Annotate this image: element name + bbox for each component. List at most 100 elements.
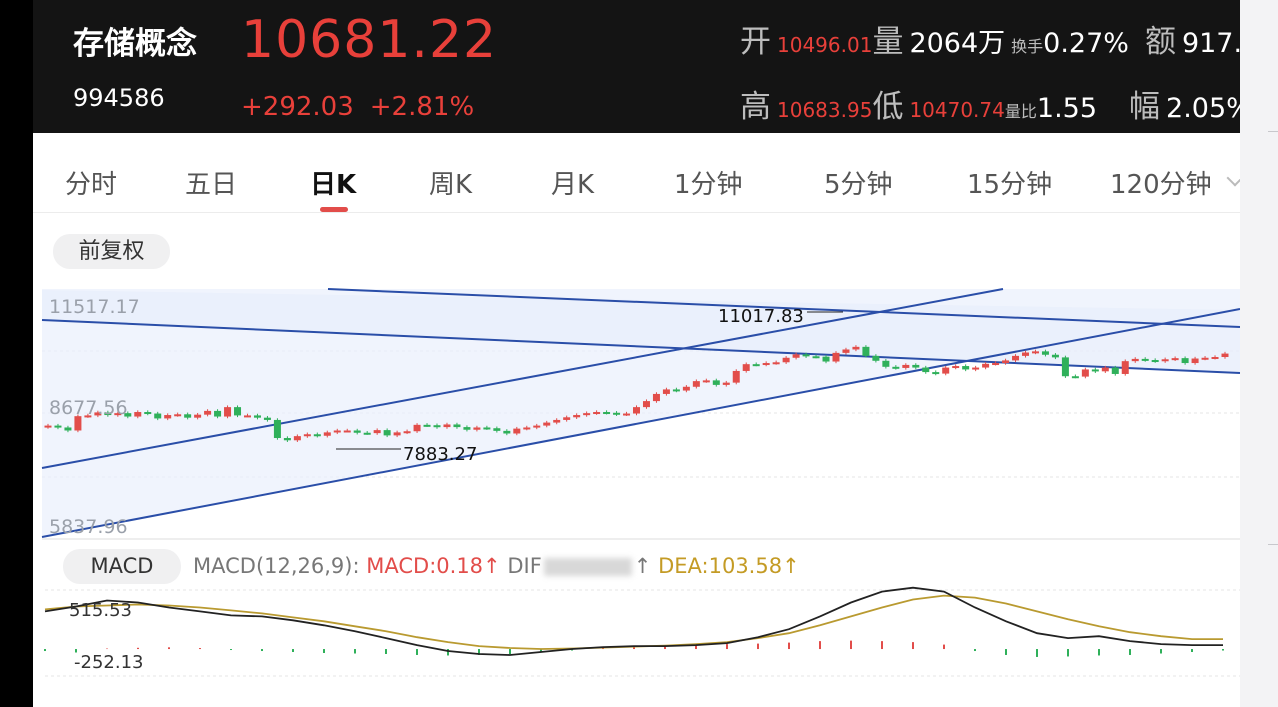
candle-body bbox=[303, 434, 311, 437]
candle-body bbox=[1191, 358, 1199, 364]
candle-body bbox=[523, 427, 531, 430]
volume-value: 2064万 bbox=[909, 28, 1006, 59]
tab-1-minute[interactable]: 1分钟 bbox=[674, 170, 743, 200]
tab-5-minute[interactable]: 5分钟 bbox=[824, 170, 893, 200]
amplitude-label: 幅 bbox=[1129, 89, 1161, 125]
candle-body bbox=[1181, 358, 1189, 364]
tab-daily-k[interactable]: 日K bbox=[310, 170, 357, 200]
candle-body bbox=[1091, 369, 1099, 372]
active-tab-indicator bbox=[320, 207, 348, 212]
quote-header: 存储概念 994586 10681.22 +292.03 +2.81% 开 1049… bbox=[33, 0, 1240, 133]
candle-body bbox=[1071, 376, 1079, 379]
candle-body bbox=[204, 410, 212, 415]
candle-body bbox=[722, 382, 730, 385]
candle-body bbox=[802, 354, 810, 357]
tab-monthly-k[interactable]: 月K bbox=[551, 170, 595, 200]
candle-body bbox=[533, 425, 541, 428]
volume-ratio-label: 量比 bbox=[1004, 102, 1037, 121]
candle-body bbox=[184, 414, 192, 418]
candle-body bbox=[922, 367, 930, 373]
candle-body bbox=[692, 381, 700, 387]
candle-body bbox=[44, 425, 52, 428]
tab-120-minute[interactable]: 120分钟 bbox=[1110, 170, 1212, 200]
candle-body bbox=[54, 425, 62, 428]
amount-label: 额 bbox=[1144, 24, 1176, 60]
indicator-select-button[interactable]: MACD bbox=[63, 549, 181, 584]
candle-body bbox=[982, 363, 990, 368]
candle-body bbox=[94, 412, 102, 416]
low-value: 10470.74 bbox=[909, 98, 1005, 122]
candle-body bbox=[633, 407, 640, 414]
candle-body bbox=[453, 424, 461, 428]
candle-body bbox=[932, 372, 940, 375]
candle-body bbox=[842, 349, 850, 353]
candle-body bbox=[962, 366, 970, 370]
candle-body bbox=[553, 419, 561, 423]
candle-body bbox=[872, 355, 880, 361]
candle-body bbox=[1151, 360, 1159, 363]
candle-body bbox=[1041, 351, 1049, 355]
candle-body bbox=[1221, 353, 1229, 358]
candle-body bbox=[134, 412, 142, 417]
candle-body bbox=[1201, 357, 1209, 360]
price-change: +292.03 +2.81% bbox=[241, 92, 490, 122]
tab-intraday[interactable]: 分时 bbox=[65, 170, 118, 200]
candle-body bbox=[493, 428, 501, 431]
amplitude-value: 2.05% bbox=[1166, 93, 1240, 124]
high-value: 10683.95 bbox=[777, 98, 873, 122]
candle-body bbox=[463, 427, 471, 430]
candle-body bbox=[194, 414, 202, 418]
candle-body bbox=[702, 380, 710, 383]
open-label: 开 bbox=[740, 24, 771, 60]
candle-body bbox=[214, 410, 222, 417]
tab-15-minute[interactable]: 15分钟 bbox=[967, 170, 1053, 200]
candle-body bbox=[413, 424, 421, 432]
kline-chart[interactable]: 11517.17 8677.56 5837.96 11017.83 7883.27 515… bbox=[33, 0, 1240, 707]
candle-body bbox=[712, 380, 720, 385]
rising-channel-lower-line bbox=[41, 308, 1240, 538]
candle-body bbox=[283, 438, 291, 441]
candle-body bbox=[473, 427, 481, 430]
candle-body bbox=[543, 422, 551, 426]
candle-body bbox=[623, 413, 631, 416]
candle-body bbox=[862, 346, 870, 356]
candle-body bbox=[1012, 355, 1020, 361]
dea-value: DEA:103.58↑ bbox=[658, 554, 800, 578]
candle-body bbox=[1171, 358, 1179, 361]
candle-body bbox=[642, 401, 650, 408]
candle-body bbox=[972, 367, 980, 370]
candle-body bbox=[503, 430, 511, 434]
candle-body bbox=[563, 417, 571, 420]
change-percent: +2.81% bbox=[369, 92, 475, 122]
candle-body bbox=[273, 419, 281, 439]
period-tabs: 分时 五日 日K 周K 月K 1分钟 5分钟 15分钟 120分钟 bbox=[33, 146, 1240, 213]
low-marker-label: 7883.27 bbox=[403, 444, 477, 465]
candle-body bbox=[124, 413, 132, 417]
candle-body bbox=[373, 430, 381, 434]
candle-body bbox=[513, 428, 521, 434]
candle-body bbox=[224, 407, 232, 417]
candle-body bbox=[593, 412, 601, 415]
channel-fill-rising bbox=[42, 289, 1240, 537]
candle-body bbox=[104, 412, 112, 416]
candle-body bbox=[174, 414, 182, 417]
high-label: 高 bbox=[740, 89, 771, 125]
side-panel-edge bbox=[1240, 0, 1278, 707]
candle-body bbox=[64, 427, 72, 431]
dea-line bbox=[44, 594, 1223, 650]
turnover-label: 换手 bbox=[1011, 37, 1044, 56]
candle-body bbox=[1051, 354, 1059, 358]
axis-label-low: 5837.96 bbox=[49, 516, 128, 538]
tab-five-day[interactable]: 五日 bbox=[185, 170, 238, 200]
tab-weekly-k[interactable]: 周K bbox=[429, 170, 473, 200]
volume-ratio-value: 1.55 bbox=[1036, 93, 1098, 124]
candle-body bbox=[682, 386, 690, 391]
candle-body bbox=[263, 417, 271, 420]
candle-body bbox=[662, 389, 670, 394]
candle-body bbox=[952, 366, 960, 369]
adjust-mode-button[interactable]: 前复权 bbox=[53, 234, 170, 269]
app-window: 存储概念 994586 10681.22 +292.03 +2.81% 开 1049… bbox=[33, 0, 1240, 707]
